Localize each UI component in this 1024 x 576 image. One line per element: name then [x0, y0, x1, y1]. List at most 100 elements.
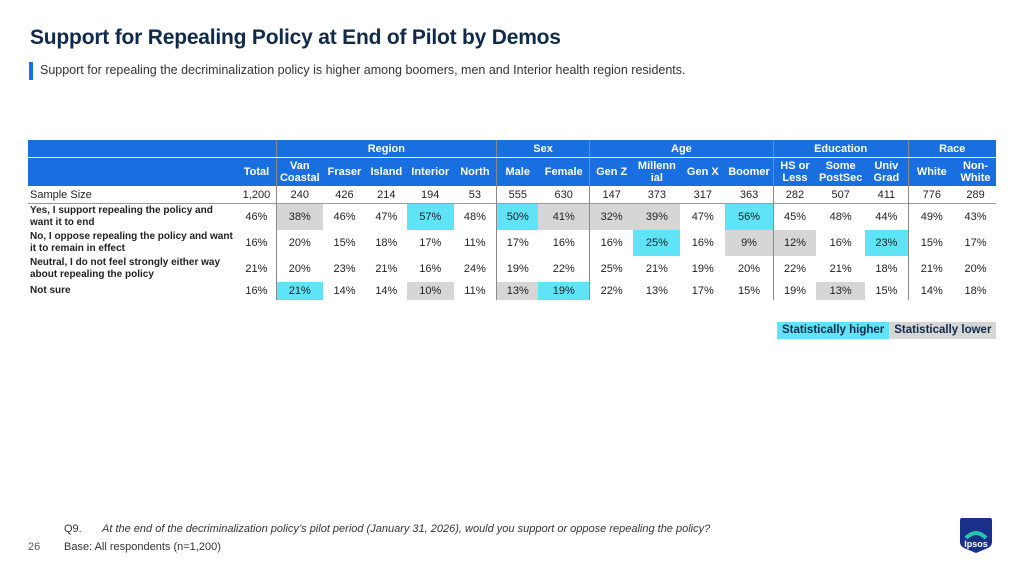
cell-male: 17% [496, 230, 539, 256]
cell-north: 11% [464, 237, 486, 249]
sample-size-gen-z: 147 [589, 186, 634, 204]
sample-size-hs-or-less: 282 [772, 186, 817, 204]
cell-fraser: 14% [333, 285, 356, 297]
table-body: Sample Size 1,200 240 426 214 194 53 555 630 147 3… [28, 186, 996, 300]
col-north: North [453, 157, 497, 186]
cell-female: 22% [552, 263, 575, 275]
table-row: No, I oppose repealing the policy and wa… [28, 230, 996, 256]
group-header-row: Region Sex Age Education Race [28, 140, 996, 158]
group-region: Region [275, 140, 497, 158]
cell-interior: 10% [406, 282, 454, 300]
subtitle-accent-bar [29, 62, 33, 80]
cell-gen-x: 16% [691, 237, 714, 249]
sample-size-gen-x: 317 [680, 186, 726, 204]
cell-van-coastal: 21% [275, 282, 324, 300]
col-univ-grad: Univ Grad [865, 157, 909, 186]
col-millennial: Millenn ial [633, 157, 681, 186]
cell-white: 21% [907, 256, 956, 282]
page-number: 26 [28, 541, 41, 553]
cell-univ-grad: 44% [875, 211, 898, 223]
col-van-coastal: Van Coastal [275, 157, 324, 186]
cell-total: 46% [245, 211, 268, 223]
cell-univ-grad: 23% [865, 230, 909, 256]
col-interior: Interior [406, 157, 454, 186]
cell-island: 14% [375, 285, 398, 297]
col-hs-or-less: HS or Less [772, 157, 817, 186]
cell-some-postsec: 13% [816, 282, 866, 300]
cell-millennial: 13% [645, 285, 668, 297]
cell-some-postsec: 48% [829, 211, 852, 223]
row-label: Neutral, I do not feel strongly either w… [30, 257, 221, 280]
cell-millennial: 39% [633, 203, 681, 230]
col-non-white: Non-White [955, 157, 996, 186]
header-blank-label [28, 157, 238, 186]
cell-island: 18% [375, 237, 398, 249]
cell-male: 50% [496, 203, 539, 230]
cell-millennial: 25% [633, 230, 681, 256]
cell-hs-or-less: 22% [772, 256, 817, 282]
col-island: Island [365, 157, 407, 186]
cell-total: 16% [245, 285, 268, 297]
cell-some-postsec: 16% [829, 237, 852, 249]
cell-non-white: 20% [964, 263, 987, 275]
row-label: Yes, I support repealing the policy and … [30, 205, 213, 228]
legend-statistically-higher: Statistically higher [777, 322, 890, 339]
cell-female: 41% [538, 203, 590, 230]
base-note: Base: All respondents (n=1,200) [64, 541, 221, 553]
col-some-postsec: Some PostSec [816, 157, 866, 186]
question-number: Q9. [64, 523, 82, 535]
cell-non-white: 17% [964, 237, 987, 249]
sample-size-boomer: 363 [725, 186, 774, 204]
cell-north: 11% [464, 285, 486, 297]
cell-male: 19% [496, 256, 539, 282]
cell-gen-z: 25% [589, 256, 634, 282]
cell-some-postsec: 21% [829, 263, 852, 275]
cell-total: 16% [245, 237, 268, 249]
col-white: White [907, 157, 956, 186]
cell-female: 16% [552, 237, 575, 249]
cell-millennial: 21% [645, 263, 668, 275]
demographics-table: Region Sex Age Education Race Total Van … [28, 140, 996, 300]
cell-hs-or-less: 45% [772, 203, 817, 230]
col-gen-z: Gen Z [589, 157, 634, 186]
col-gen-x: Gen X [680, 157, 726, 186]
col-male: Male [496, 157, 539, 186]
page-title: Support for Repealing Policy at End of P… [30, 26, 561, 49]
sample-size-univ-grad: 411 [865, 186, 909, 204]
sample-size-island: 214 [365, 186, 407, 204]
page-subtitle: Support for repealing the decriminalizat… [40, 63, 686, 77]
cell-male: 13% [496, 282, 539, 300]
sample-size-white: 776 [907, 186, 956, 204]
cell-white: 49% [907, 203, 956, 230]
column-header-row: Total Van Coastal Fraser Island Interior… [28, 157, 996, 186]
cell-white: 14% [907, 282, 956, 300]
group-sex: Sex [496, 140, 590, 158]
cell-gen-z: 32% [589, 203, 634, 230]
group-education: Education [772, 140, 909, 158]
cell-boomer: 15% [738, 285, 761, 297]
col-total: Total [237, 157, 277, 186]
cell-fraser: 15% [333, 237, 356, 249]
sample-size-label: Sample Size [28, 186, 238, 204]
sample-size-van-coastal: 240 [275, 186, 324, 204]
cell-fraser: 46% [333, 211, 356, 223]
logo-text: Ipsos [964, 539, 988, 549]
sample-size-female: 630 [538, 186, 590, 204]
table-row: Yes, I support repealing the policy and … [28, 203, 996, 230]
cell-univ-grad: 15% [875, 285, 898, 297]
table-row: Not sure 16% 21% 14% 14% 10% 11% 13% 19% 22% 13% 17… [28, 282, 996, 300]
col-fraser: Fraser [323, 157, 366, 186]
sample-size-north: 53 [453, 186, 497, 204]
cell-van-coastal: 38% [275, 203, 324, 230]
cell-hs-or-less: 19% [772, 282, 817, 300]
cell-total: 21% [245, 263, 268, 275]
cell-non-white: 43% [964, 211, 987, 223]
cell-white: 15% [907, 230, 956, 256]
table-row: Neutral, I do not feel strongly either w… [28, 256, 996, 282]
sample-size-male: 555 [496, 186, 539, 204]
cell-interior: 16% [419, 263, 442, 275]
cell-gen-x: 47% [691, 211, 714, 223]
group-race: Race [907, 140, 996, 158]
cell-boomer: 20% [738, 263, 761, 275]
cell-boomer: 9% [725, 230, 774, 256]
